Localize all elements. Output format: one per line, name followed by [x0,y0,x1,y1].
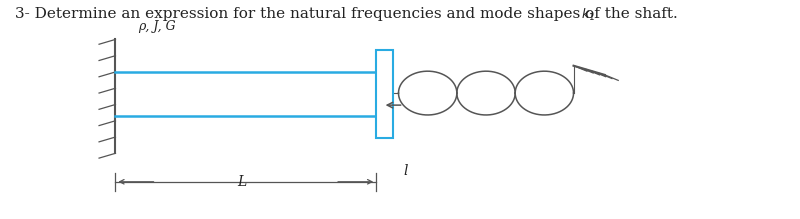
Text: l: l [404,164,408,178]
Text: ρ, J, G: ρ, J, G [138,20,175,33]
Text: 3- Determine an expression for the natural frequencies and mode shapes of the sh: 3- Determine an expression for the natur… [15,7,678,21]
Bar [376,50,393,138]
Text: $k_1$: $k_1$ [582,7,595,23]
Text: L: L [238,175,246,189]
